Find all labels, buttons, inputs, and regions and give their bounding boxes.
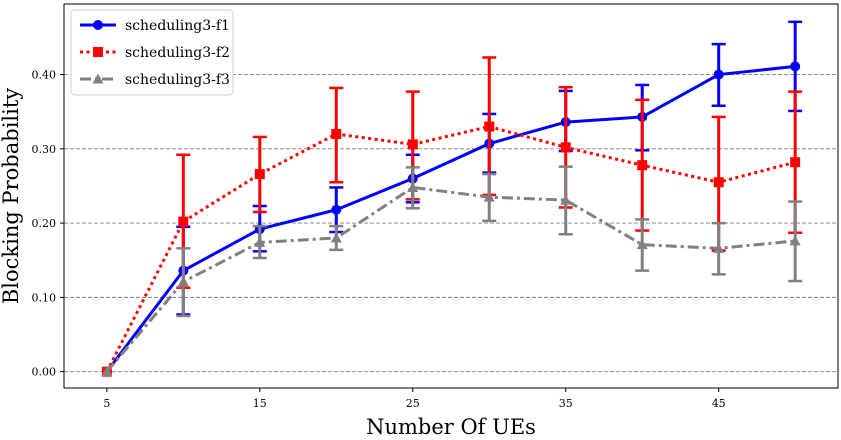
data-point [484, 121, 495, 132]
data-point [483, 191, 495, 202]
plot-area [63, 3, 839, 389]
y-tick-label: 0.40 [32, 69, 57, 82]
data-point [713, 242, 725, 253]
x-tick-label: 25 [406, 397, 420, 410]
data-point [330, 232, 342, 243]
data-point [254, 169, 265, 180]
legend-label: scheduling3-f3 [125, 72, 230, 88]
legend-marker [92, 73, 104, 84]
data-point [789, 235, 801, 246]
y-tick-label: 0.10 [32, 291, 57, 304]
x-tick-label: 5 [103, 397, 110, 410]
data-point [177, 276, 189, 287]
data-point [254, 236, 266, 247]
data-point [713, 69, 724, 80]
x-tick-label: 35 [559, 397, 573, 410]
data-point [331, 128, 342, 139]
legend-label: scheduling3-f1 [125, 18, 230, 34]
series-line [105, 125, 796, 373]
series-3 [101, 165, 803, 377]
legend-marker [93, 20, 103, 30]
data-point [713, 177, 724, 188]
legend-item: scheduling3-f2 [80, 45, 230, 61]
data-point [790, 61, 801, 72]
x-tick-label: 45 [712, 397, 726, 410]
data-point [101, 366, 113, 377]
series-line [105, 185, 796, 373]
data-point [636, 239, 648, 250]
y-tick-label: 0.30 [32, 143, 57, 156]
data-point [178, 216, 189, 227]
x-tick-label: 15 [253, 397, 267, 410]
data-point [407, 181, 419, 192]
data-point [560, 194, 572, 205]
axis-ticks: 0.00 0.10 0.20 0.30 0.40 5 15 25 35 45 [32, 69, 726, 410]
series-line [105, 64, 796, 373]
legend-item: scheduling3-f3 [80, 72, 230, 88]
legend-marker [93, 47, 103, 57]
legend-label: scheduling3-f2 [125, 45, 230, 61]
data-point [407, 139, 418, 150]
y-axis-label: Blocking Probability [0, 88, 23, 304]
legend: scheduling3-f1 scheduling3-f2 scheduling3-… [70, 9, 234, 96]
series-2 [101, 56, 803, 377]
x-axis-label: Number Of UEs [366, 415, 536, 439]
series-layer [101, 20, 803, 377]
data-point [560, 142, 571, 153]
y-tick-label: 0.00 [32, 366, 57, 379]
data-point [331, 204, 342, 215]
data-point [790, 157, 801, 168]
legend-box [70, 9, 234, 96]
data-point [637, 160, 648, 171]
y-tick-label: 0.20 [32, 217, 57, 230]
legend-item: scheduling3-f1 [80, 18, 230, 34]
